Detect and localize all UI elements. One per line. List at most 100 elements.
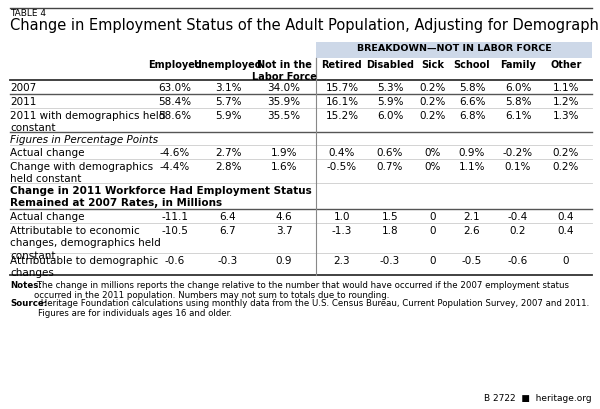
Text: 2011: 2011 bbox=[10, 97, 37, 107]
Text: BREAKDOWN—NOT IN LABOR FORCE: BREAKDOWN—NOT IN LABOR FORCE bbox=[356, 44, 551, 53]
Text: 15.2%: 15.2% bbox=[325, 111, 359, 121]
Text: -0.3: -0.3 bbox=[218, 256, 238, 266]
Text: Attributable to demographic
changes: Attributable to demographic changes bbox=[10, 256, 158, 279]
Text: 0.2%: 0.2% bbox=[553, 148, 579, 158]
Text: Other: Other bbox=[550, 60, 581, 70]
Text: 6.7: 6.7 bbox=[220, 226, 236, 236]
Text: The change in millions reports the change relative to the number that would have: The change in millions reports the chang… bbox=[34, 281, 569, 300]
Text: 15.7%: 15.7% bbox=[325, 83, 359, 93]
Text: B 2722  ■  heritage.org: B 2722 ■ heritage.org bbox=[484, 394, 592, 403]
Text: 1.0: 1.0 bbox=[334, 212, 350, 222]
Text: Not in the
Labor Force: Not in the Labor Force bbox=[251, 60, 316, 82]
Text: Change with demographics
held constant: Change with demographics held constant bbox=[10, 162, 153, 184]
Text: Change in Employment Status of the Adult Population, Adjusting for Demographic C: Change in Employment Status of the Adult… bbox=[10, 18, 600, 33]
Text: 6.1%: 6.1% bbox=[505, 111, 531, 121]
Text: 0.2%: 0.2% bbox=[553, 162, 579, 172]
Text: 0: 0 bbox=[430, 256, 436, 266]
Text: 1.8: 1.8 bbox=[382, 226, 398, 236]
Text: 0.4: 0.4 bbox=[558, 226, 574, 236]
Text: -0.5: -0.5 bbox=[462, 256, 482, 266]
Text: 2.8%: 2.8% bbox=[215, 162, 241, 172]
Text: Change in 2011 Workforce Had Employment Status
Remained at 2007 Rates, in Millio: Change in 2011 Workforce Had Employment … bbox=[10, 186, 312, 209]
Text: Actual change: Actual change bbox=[10, 148, 85, 158]
Text: 35.9%: 35.9% bbox=[268, 97, 301, 107]
Text: 1.5: 1.5 bbox=[382, 212, 398, 222]
Text: 35.5%: 35.5% bbox=[268, 111, 301, 121]
Text: 0.9: 0.9 bbox=[276, 256, 292, 266]
Text: 2.6: 2.6 bbox=[464, 226, 481, 236]
Text: Notes:: Notes: bbox=[10, 281, 42, 290]
Text: Heritage Foundation calculations using monthly data from the U.S. Census Bureau,: Heritage Foundation calculations using m… bbox=[38, 299, 589, 318]
Text: 0.4%: 0.4% bbox=[329, 148, 355, 158]
Text: 5.8%: 5.8% bbox=[505, 97, 531, 107]
Text: 63.0%: 63.0% bbox=[158, 83, 191, 93]
Text: Attributable to economic
changes, demographics held
constant: Attributable to economic changes, demogr… bbox=[10, 226, 161, 261]
Text: 0.1%: 0.1% bbox=[505, 162, 531, 172]
Text: 0.4: 0.4 bbox=[558, 212, 574, 222]
Text: Disabled: Disabled bbox=[366, 60, 414, 70]
Text: 6.6%: 6.6% bbox=[459, 97, 485, 107]
Text: 0.9%: 0.9% bbox=[459, 148, 485, 158]
Text: Figures in Percentage Points: Figures in Percentage Points bbox=[10, 135, 158, 145]
Text: 34.0%: 34.0% bbox=[268, 83, 301, 93]
Text: -11.1: -11.1 bbox=[161, 212, 188, 222]
Text: 2011 with demographics held
constant: 2011 with demographics held constant bbox=[10, 111, 166, 133]
Text: 0.2: 0.2 bbox=[510, 226, 526, 236]
Text: -0.6: -0.6 bbox=[508, 256, 528, 266]
Text: 16.1%: 16.1% bbox=[325, 97, 359, 107]
Text: -0.2%: -0.2% bbox=[503, 148, 533, 158]
Text: 1.2%: 1.2% bbox=[553, 97, 579, 107]
Text: 58.6%: 58.6% bbox=[158, 111, 191, 121]
Text: 4.6: 4.6 bbox=[275, 212, 292, 222]
Text: 0%: 0% bbox=[425, 148, 441, 158]
Text: 0.2%: 0.2% bbox=[420, 111, 446, 121]
Text: 6.0%: 6.0% bbox=[505, 83, 531, 93]
Text: Retired: Retired bbox=[322, 60, 362, 70]
Text: 0%: 0% bbox=[425, 162, 441, 172]
Text: 0.7%: 0.7% bbox=[377, 162, 403, 172]
Text: 3.1%: 3.1% bbox=[215, 83, 241, 93]
Text: -0.5%: -0.5% bbox=[327, 162, 357, 172]
Text: 58.4%: 58.4% bbox=[158, 97, 191, 107]
Bar bbox=[316, 42, 592, 58]
Text: 0: 0 bbox=[563, 256, 569, 266]
Text: Employed: Employed bbox=[148, 60, 202, 70]
Text: Family: Family bbox=[500, 60, 536, 70]
Text: 2007: 2007 bbox=[10, 83, 36, 93]
Text: 1.6%: 1.6% bbox=[271, 162, 297, 172]
Text: TABLE 4: TABLE 4 bbox=[10, 9, 46, 18]
Text: 0.2%: 0.2% bbox=[420, 83, 446, 93]
Text: 0: 0 bbox=[430, 226, 436, 236]
Text: 0.2%: 0.2% bbox=[420, 97, 446, 107]
Text: 2.3: 2.3 bbox=[334, 256, 350, 266]
Text: 5.7%: 5.7% bbox=[215, 97, 241, 107]
Text: -0.4: -0.4 bbox=[508, 212, 528, 222]
Text: 5.8%: 5.8% bbox=[459, 83, 485, 93]
Text: 6.8%: 6.8% bbox=[459, 111, 485, 121]
Text: 2.1: 2.1 bbox=[464, 212, 481, 222]
Text: 1.9%: 1.9% bbox=[271, 148, 297, 158]
Text: 1.1%: 1.1% bbox=[459, 162, 485, 172]
Text: 5.3%: 5.3% bbox=[377, 83, 403, 93]
Text: -0.3: -0.3 bbox=[380, 256, 400, 266]
Text: 1.1%: 1.1% bbox=[553, 83, 579, 93]
Text: -4.6%: -4.6% bbox=[160, 148, 190, 158]
Text: 6.4: 6.4 bbox=[220, 212, 236, 222]
Text: 5.9%: 5.9% bbox=[377, 97, 403, 107]
Text: School: School bbox=[454, 60, 490, 70]
Text: 0: 0 bbox=[430, 212, 436, 222]
Text: 1.3%: 1.3% bbox=[553, 111, 579, 121]
Text: -10.5: -10.5 bbox=[161, 226, 188, 236]
Text: Source:: Source: bbox=[10, 299, 47, 308]
Text: 5.9%: 5.9% bbox=[215, 111, 241, 121]
Text: -0.6: -0.6 bbox=[165, 256, 185, 266]
Text: 0.6%: 0.6% bbox=[377, 148, 403, 158]
Text: Actual change: Actual change bbox=[10, 212, 85, 222]
Text: 2.7%: 2.7% bbox=[215, 148, 241, 158]
Text: 3.7: 3.7 bbox=[275, 226, 292, 236]
Text: -4.4%: -4.4% bbox=[160, 162, 190, 172]
Text: Unemployed: Unemployed bbox=[194, 60, 262, 70]
Text: Sick: Sick bbox=[421, 60, 445, 70]
Text: -1.3: -1.3 bbox=[332, 226, 352, 236]
Text: 6.0%: 6.0% bbox=[377, 111, 403, 121]
